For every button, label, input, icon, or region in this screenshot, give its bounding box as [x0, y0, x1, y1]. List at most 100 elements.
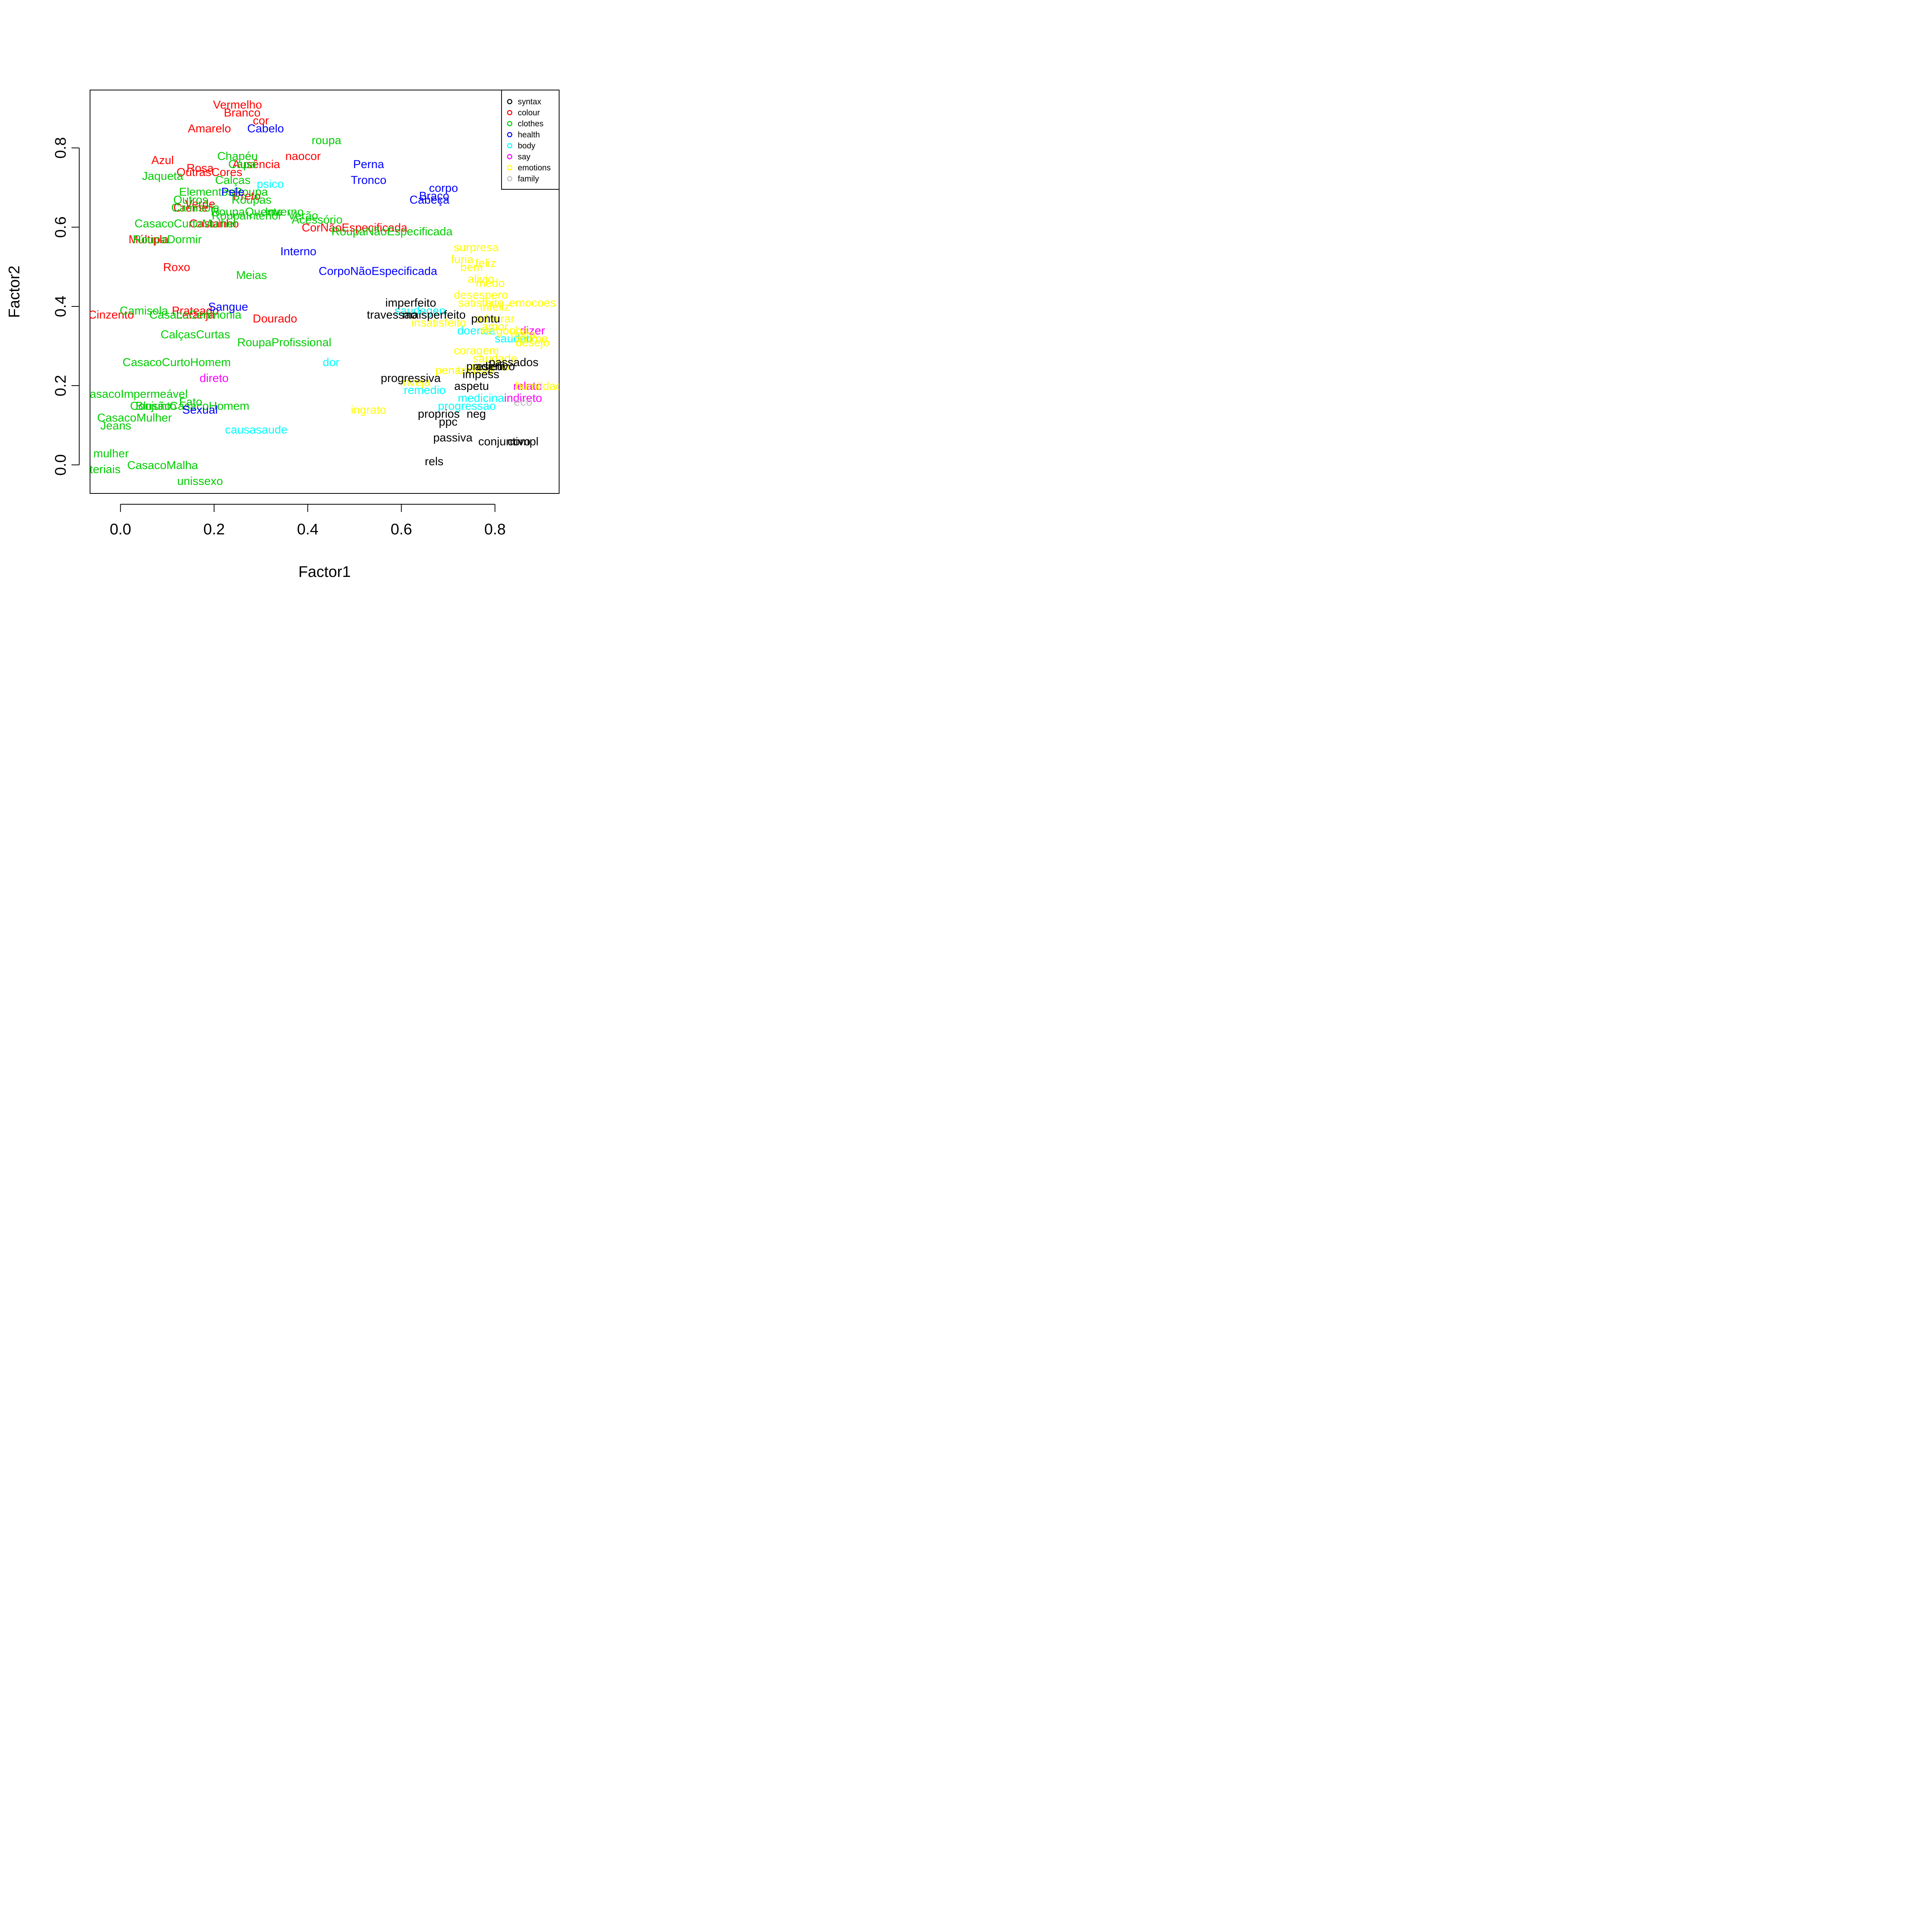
y-tick-label: 0.4 — [52, 296, 69, 317]
point-label-clothes: roupa — [311, 134, 341, 147]
point-label-emotions: desespero — [454, 289, 508, 301]
point-label-body: psico — [257, 178, 284, 190]
point-label-clothes: RoupaProfissional — [237, 336, 331, 349]
point-label-clothes: CasacoHomem — [170, 400, 250, 412]
point-label-colour: Azul — [151, 154, 174, 167]
point-label-health: corpo — [429, 182, 458, 194]
point-label-clothes: Verão — [288, 209, 318, 222]
point-label-clothes: Meias — [236, 269, 267, 282]
point-label-syntax: rels — [425, 455, 443, 468]
point-label-colour: cor — [253, 114, 269, 127]
point-label-emotions: alivio — [468, 273, 494, 286]
point-label-clothes: Camisola — [171, 202, 219, 214]
scatter-chart: 0.0 0.2 0.4 0.6 0.8 0.0 0.2 0.4 0.6 0.8 Vermelho… — [0, 0, 598, 598]
legend-box — [501, 90, 560, 190]
point-label-health: CorpoNãoEspecificada — [319, 265, 437, 278]
point-label-clothes: Fato — [179, 396, 202, 408]
point-label-clothes: RoupaInterior — [212, 209, 282, 222]
point-label-emotions: vergonha — [480, 324, 529, 337]
x-tick-label: 0.6 — [391, 521, 412, 538]
point-label-emotions: orgulho — [471, 360, 510, 373]
point-label-emotions: ciume — [517, 332, 548, 345]
point-label-health: Pele — [221, 186, 245, 199]
point-label-clothes: CasacoImpermeável — [82, 388, 188, 401]
legend-marker — [507, 154, 512, 160]
y-tick-label: 0.2 — [52, 375, 69, 396]
legend-label: emotions — [518, 163, 551, 172]
y-tick-label: 0.8 — [52, 137, 69, 159]
point-label-emotions: feliz — [475, 257, 496, 270]
point-label-colour: OutrasCores — [177, 166, 242, 179]
point-label-family: eco — [514, 396, 532, 408]
legend-marker — [507, 110, 512, 116]
point-label-clothes: unissexo — [177, 475, 223, 488]
y-axis-title: Factor2 — [6, 265, 23, 318]
point-label-colour: Prateado — [172, 304, 219, 317]
x-tick-label: 0.8 — [484, 521, 506, 538]
point-label-emotions: admirar — [475, 313, 515, 325]
point-label-colour: naocor — [285, 150, 321, 163]
point-label-colour: Preto — [233, 190, 261, 202]
point-label-emotions: furia — [451, 253, 474, 266]
point-label-emotions: desejo — [515, 336, 549, 349]
point-label-syntax: passados — [489, 356, 538, 369]
point-label-clothes: RoupaDormir — [133, 233, 202, 246]
point-label-health: Sexual — [182, 404, 218, 417]
legend-label: syntax — [518, 97, 541, 106]
point-label-emotions: infeliz — [480, 301, 510, 313]
point-label-emotions: raiva — [510, 328, 536, 341]
point-label-emotions: insatisfeito — [412, 316, 466, 329]
point-label-emotions: amor — [482, 320, 508, 333]
point-label-say: dizer — [520, 324, 545, 337]
point-label-syntax: present — [466, 360, 505, 373]
legend-label: colour — [518, 109, 540, 117]
point-label-syntax: travessao — [367, 308, 417, 321]
point-label-colour: CorNãoEspecificada — [302, 221, 408, 234]
point-label-colour: Verde — [185, 197, 215, 210]
y-tick-label: 0.6 — [52, 216, 69, 238]
point-label-health: Tronco — [351, 174, 386, 187]
point-label-colour: Laranja — [176, 308, 215, 321]
point-label-colour: Rosa — [187, 162, 214, 175]
point-label-emotions: emocoes — [509, 297, 556, 310]
point-label-clothes: CasacoCurtoMulher — [134, 218, 238, 230]
legend-marker — [507, 121, 512, 126]
point-label-syntax: adjetivo — [475, 360, 515, 373]
point-label-body: progressao — [438, 400, 496, 412]
point-label-emotions: bem — [460, 261, 483, 274]
point-label-body: doenca — [457, 324, 495, 337]
point-label-clothes: Roupas — [231, 194, 271, 206]
point-label-emotions: ingrato — [351, 404, 386, 417]
point-label-emotions: surpresa — [454, 241, 499, 254]
y-tick-label: 0.0 — [52, 454, 69, 476]
point-label-body: saudeb — [495, 332, 532, 345]
point-label-colour: Branco — [224, 106, 260, 119]
point-label-clothes: CasacoMulher — [97, 412, 172, 424]
point-label-clothes: Camisola — [120, 304, 168, 317]
point-label-body: saudegen — [395, 304, 446, 317]
legend-label: family — [518, 175, 539, 184]
point-label-syntax: conjuntivo — [478, 435, 531, 448]
plot-area — [90, 90, 560, 494]
point-label-clothes: materiais — [73, 463, 121, 476]
point-label-say: indireto — [504, 392, 542, 405]
point-label-say: direto — [200, 372, 229, 385]
point-label-body: dor — [323, 356, 339, 369]
point-label-syntax: imperfeito — [385, 297, 436, 310]
point-label-clothes: mulher — [94, 447, 129, 460]
point-label-colour: Roxo — [163, 261, 190, 274]
x-tick-label: 0.4 — [297, 521, 319, 538]
y-axis: 0.0 0.2 0.4 0.6 0.8 — [52, 137, 80, 476]
point-label-emotions: humildade — [515, 380, 568, 393]
point-label-emotions: coragem — [454, 344, 499, 357]
legend-marker — [507, 165, 512, 170]
point-label-syntax: maisperfeito — [403, 308, 466, 321]
point-label-colour: Múltipla — [129, 233, 169, 246]
x-tick-label: 0.2 — [203, 521, 225, 538]
point-label-syntax: ppc — [439, 415, 457, 428]
point-label-syntax: pontu — [471, 313, 500, 325]
point-label-clothes: Chapéu — [217, 150, 258, 163]
legend: syntax colour clothes health body sayemotions… — [501, 90, 560, 190]
point-label-clothes: CasacoCerimonia — [149, 308, 242, 321]
point-label-emotions: medo — [476, 277, 505, 289]
